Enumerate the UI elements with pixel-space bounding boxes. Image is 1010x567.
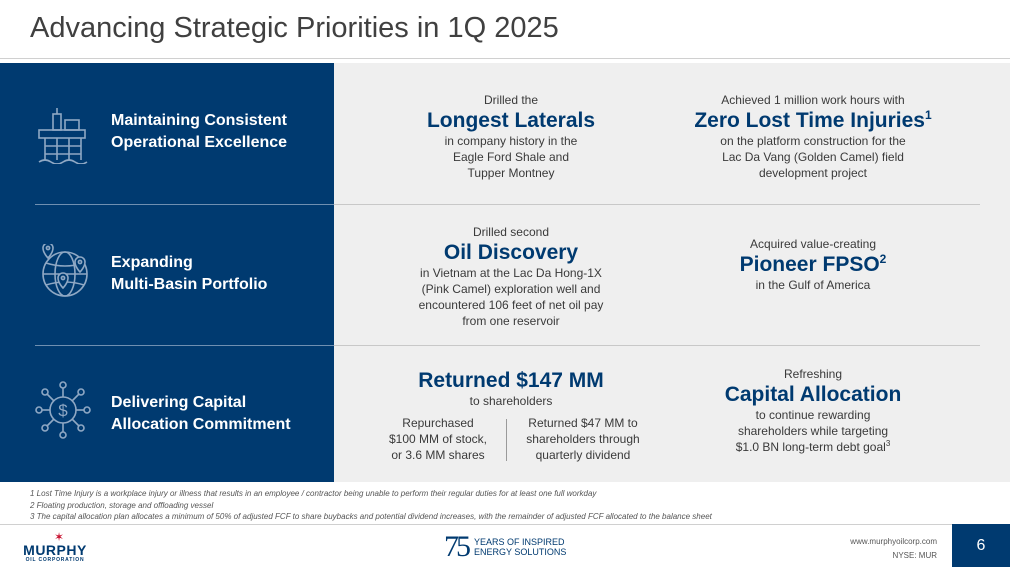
cell-body-line: $1.0 BN long-term debt goal3: [670, 439, 956, 455]
headline-text: Zero Lost Time Injuries: [694, 109, 925, 132]
cell-body-line: to shareholders: [469, 394, 553, 408]
body-text: $1.0 BN long-term debt goal: [735, 440, 886, 454]
headline-text: Pioneer FPSO: [739, 253, 880, 276]
cell-headline: Longest Laterals: [426, 109, 596, 132]
cell-headline: Oil Discovery: [443, 241, 579, 264]
cell-body-line: $100 MM of stock,: [388, 432, 488, 446]
row-divider-right: [334, 345, 980, 346]
cell-body-line: from one reservoir: [462, 314, 560, 328]
row-label-line: Delivering Capital: [111, 394, 247, 411]
cell-body-line: Returned $47 MM to: [528, 416, 638, 430]
offshore-platform-icon: [38, 108, 88, 164]
cell-body-line: encountered 106 feet of net oil pay: [418, 298, 604, 312]
row-label-line: Allocation Commitment: [111, 416, 291, 433]
dollar-network-icon: $: [35, 381, 91, 439]
cell-zero-lost-time: Achieved 1 million work hours with Zero …: [670, 92, 956, 181]
cell-body-line: in Vietnam at the Lac Da Hong-1X: [420, 266, 602, 280]
cell-body-line: development project: [758, 166, 868, 180]
svg-text:$: $: [58, 401, 68, 420]
row-divider-right: [334, 204, 980, 205]
cell-oil-discovery: Drilled second Oil Discovery in Vietnam …: [400, 224, 622, 329]
cell-body-line: on the platform construction for the: [720, 134, 906, 148]
slide-title: Advancing Strategic Priorities in 1Q 202…: [30, 12, 559, 44]
footnote: 2 Floating production, storage and offlo…: [30, 500, 214, 510]
cell-pre-text: Refreshing: [783, 367, 843, 381]
page-number: 6: [952, 524, 1010, 567]
footnote: 1 Lost Time Injury is a workplace injury…: [30, 489, 597, 498]
cell-body-line: Tupper Montney: [467, 166, 555, 180]
globe-pin-icon: [42, 244, 88, 297]
logo-subtitle: OIL CORPORATION: [25, 557, 85, 563]
footer-contact: www.murphyoilcorp.com NYSE: MUR: [850, 535, 937, 563]
row-label-line: Multi-Basin Portfolio: [111, 276, 268, 293]
cell-headline: Pioneer FPSO2: [670, 252, 956, 277]
cell-pre-text: Drilled the: [483, 93, 539, 107]
cell-body-line: shareholders through: [526, 432, 640, 446]
cell-repurchased: Repurchased $100 MM of stock, or 3.6 MM …: [378, 415, 498, 463]
murphy-logo: ✶ MURPHY OIL CORPORATION: [20, 531, 100, 563]
row-label-operational-excellence: Maintaining Consistent Operational Excel…: [111, 110, 287, 154]
cell-pre-text: Drilled second: [472, 225, 550, 239]
cell-dividend: Returned $47 MM to shareholders through …: [513, 415, 653, 463]
row-label-line: Operational Excellence: [111, 134, 288, 151]
cell-body-line: shareholders while targeting: [737, 424, 889, 438]
cell-headline: Zero Lost Time Injuries1: [670, 108, 956, 133]
website-link[interactable]: www.murphyoilcorp.com: [850, 537, 937, 546]
split-divider: [506, 419, 507, 461]
cell-body-line: (Pink Camel) exploration well and: [421, 282, 601, 296]
footnote: 3 The capital allocation plan allocates …: [30, 512, 712, 521]
anniversary-number: 75: [444, 530, 471, 563]
row-divider-left: [35, 204, 334, 205]
footnote-marker: 2: [879, 252, 887, 266]
row-label-line: Expanding: [111, 254, 193, 271]
cell-returned-147: Returned $147 MM to shareholders: [390, 368, 632, 409]
ticker: NYSE: MUR: [892, 551, 937, 560]
cell-body-line: Eagle Ford Shale and: [452, 150, 570, 164]
footnotes: 1 Lost Time Injury is a workplace injury…: [30, 488, 712, 523]
cell-body-line: to continue rewarding: [755, 408, 871, 422]
cell-body-line: Lac Da Vang (Golden Camel) field: [722, 150, 904, 164]
cell-body-line: Repurchased: [402, 416, 474, 430]
footnote-marker: 1: [924, 108, 932, 122]
right-panel: [334, 63, 1010, 482]
footnote-marker: 3: [885, 439, 891, 448]
row-divider-left: [35, 345, 334, 346]
title-divider: [0, 58, 1010, 59]
row-label-multi-basin: Expanding Multi-Basin Portfolio: [111, 252, 267, 296]
cell-body-line: or 3.6 MM shares: [391, 448, 485, 462]
logo-name: MURPHY: [23, 542, 87, 558]
cell-longest-laterals: Drilled the Longest Laterals in company …: [400, 92, 622, 181]
cell-body-line: in company history in the: [444, 134, 578, 148]
row-label-line: Maintaining Consistent: [111, 112, 287, 129]
row-label-capital-allocation: Delivering Capital Allocation Commitment: [111, 392, 291, 436]
cell-pre-text: Achieved 1 million work hours with: [721, 93, 905, 107]
footer-divider: [0, 524, 1010, 525]
cell-body-line: quarterly dividend: [535, 448, 631, 462]
anniversary-text: YEARS OF INSPIRED ENERGY SOLUTIONS: [474, 537, 614, 557]
cell-headline: Capital Allocation: [724, 383, 902, 406]
anniversary-line: YEARS OF INSPIRED: [474, 537, 565, 547]
cell-pioneer-fpso: Acquired value-creating Pioneer FPSO2 in…: [670, 236, 956, 293]
cell-pre-text: Acquired value-creating: [749, 237, 877, 251]
anniversary-line: ENERGY SOLUTIONS: [474, 547, 567, 557]
cell-body-line: in the Gulf of America: [755, 278, 871, 292]
cell-headline: Returned $147 MM: [418, 369, 604, 392]
star-icon: ✶: [54, 530, 65, 544]
cell-capital-allocation: Refreshing Capital Allocation to continu…: [670, 366, 956, 455]
